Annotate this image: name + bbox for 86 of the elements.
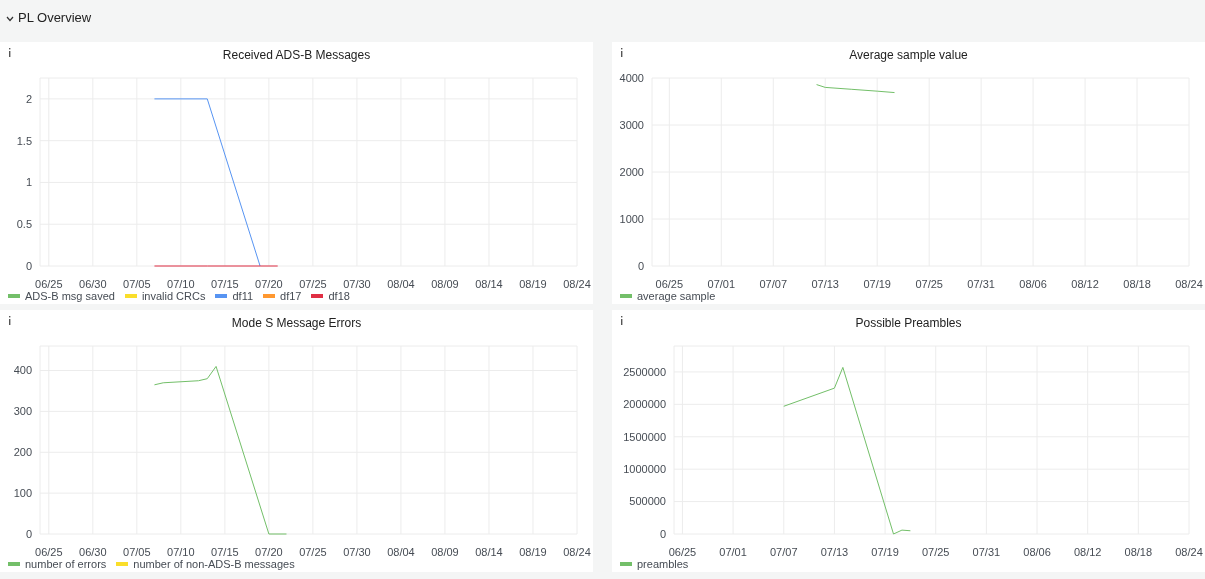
x-tick-label: 07/30 — [343, 545, 371, 558]
y-tick-label: 400 — [13, 364, 32, 377]
x-tick-label: 07/01 — [719, 545, 747, 558]
x-tick-label: 08/24 — [563, 277, 591, 290]
y-tick-label: 1500000 — [623, 430, 666, 443]
x-tick-label: 08/18 — [1124, 545, 1153, 558]
x-tick-label: 08/06 — [1023, 545, 1051, 558]
x-tick-label: 08/19 — [519, 545, 547, 558]
y-tick-label: 1000 — [619, 212, 644, 225]
legend-label: df18 — [328, 290, 350, 302]
y-tick-label: 2000 — [619, 165, 644, 178]
y-tick-label: 4000 — [619, 71, 644, 84]
x-tick-label: 08/09 — [431, 545, 459, 558]
y-tick-label: 2 — [25, 92, 32, 105]
x-tick-label: 06/25 — [35, 277, 63, 290]
chart-title: Possible Preambles — [854, 316, 963, 332]
x-tick-label: 07/19 — [863, 277, 891, 290]
x-tick-label: 08/06 — [1019, 277, 1047, 290]
legend-label: invalid CRCs — [141, 290, 206, 302]
legend-label: ADS-B msg saved — [25, 290, 115, 302]
x-tick-label: 08/12 — [1073, 545, 1102, 558]
x-tick-label: 08/24 — [1175, 545, 1203, 558]
x-tick-label: 08/18 — [1123, 277, 1151, 290]
text: PL Overview — [18, 10, 92, 25]
x-tick-label: 07/07 — [759, 277, 788, 290]
x-tick-label: 07/10 — [167, 545, 195, 558]
x-tick-label: 06/25 — [655, 277, 684, 290]
y-tick-label: 1000000 — [623, 463, 666, 476]
line-series — [153, 365, 287, 535]
y-tick-label: 0 — [659, 527, 666, 540]
x-tick-label: 07/30 — [343, 277, 371, 290]
chart-title: Received ADS-B Messages — [221, 48, 372, 64]
x-tick-label: 08/19 — [519, 277, 547, 290]
x-tick-label: 07/13 — [811, 277, 839, 290]
x-tick-label: 07/13 — [820, 545, 849, 558]
y-tick-label: 100 — [13, 487, 32, 500]
x-tick-label: 06/25 — [668, 545, 697, 558]
x-tick-label: 08/14 — [475, 545, 503, 558]
y-tick-label: 500000 — [629, 495, 666, 508]
line-series — [783, 366, 911, 535]
y-tick-label: 0 — [25, 259, 32, 272]
legend-label: number of errors — [25, 558, 107, 570]
legend-label: df11 — [232, 290, 254, 302]
x-tick-label: 08/24 — [563, 545, 591, 558]
legend-label: preambles — [637, 558, 689, 570]
x-tick-label: 08/24 — [1175, 277, 1203, 290]
y-tick-label: 0 — [25, 527, 32, 540]
x-tick-label: 08/14 — [475, 277, 503, 290]
y-tick-label: 2000000 — [623, 398, 666, 411]
legend-label: df17 — [280, 290, 302, 302]
chart-title: Mode S Message Errors — [230, 316, 363, 332]
y-tick-label: 2500000 — [623, 365, 666, 378]
y-tick-label: 3000 — [619, 118, 644, 131]
chart-title: Average sample value — [848, 48, 969, 64]
x-tick-label: 07/19 — [871, 545, 899, 558]
x-tick-label: 08/04 — [387, 277, 415, 290]
x-tick-label: 07/10 — [167, 277, 195, 290]
x-tick-label: 07/20 — [255, 545, 283, 558]
y-tick-label: 0 — [637, 259, 644, 272]
x-tick-label: 08/04 — [387, 545, 415, 558]
x-tick-label: 07/05 — [123, 277, 151, 290]
x-tick-label: 07/31 — [972, 545, 1001, 558]
legend-label: average sample — [637, 290, 716, 302]
y-tick-label: 200 — [13, 446, 32, 459]
x-tick-label: 07/25 — [921, 545, 950, 558]
x-tick-label: 08/09 — [431, 277, 459, 290]
x-tick-label: 06/30 — [79, 545, 107, 558]
x-tick-label: 07/15 — [211, 545, 239, 558]
x-tick-label: 07/25 — [299, 545, 327, 558]
x-tick-label: 07/25 — [915, 277, 943, 290]
y-tick-label: 0.5 — [16, 218, 32, 231]
x-tick-label: 08/12 — [1071, 277, 1099, 290]
x-tick-label: 06/25 — [35, 545, 63, 558]
x-tick-label: 07/07 — [769, 545, 798, 558]
line-series — [816, 84, 896, 94]
x-tick-label: 07/05 — [123, 545, 151, 558]
y-tick-label: 300 — [13, 405, 32, 418]
x-tick-label: 07/25 — [299, 277, 327, 290]
y-tick-label: 1.5 — [16, 134, 32, 147]
x-tick-label: 06/30 — [79, 277, 107, 290]
x-tick-label: 07/01 — [707, 277, 736, 290]
x-tick-label: 07/31 — [967, 277, 995, 290]
x-tick-label: 07/20 — [255, 277, 283, 290]
legend-label: number of non-ADS-B messages — [133, 558, 295, 570]
y-tick-label: 1 — [25, 176, 32, 189]
x-tick-label: 07/15 — [211, 277, 239, 290]
